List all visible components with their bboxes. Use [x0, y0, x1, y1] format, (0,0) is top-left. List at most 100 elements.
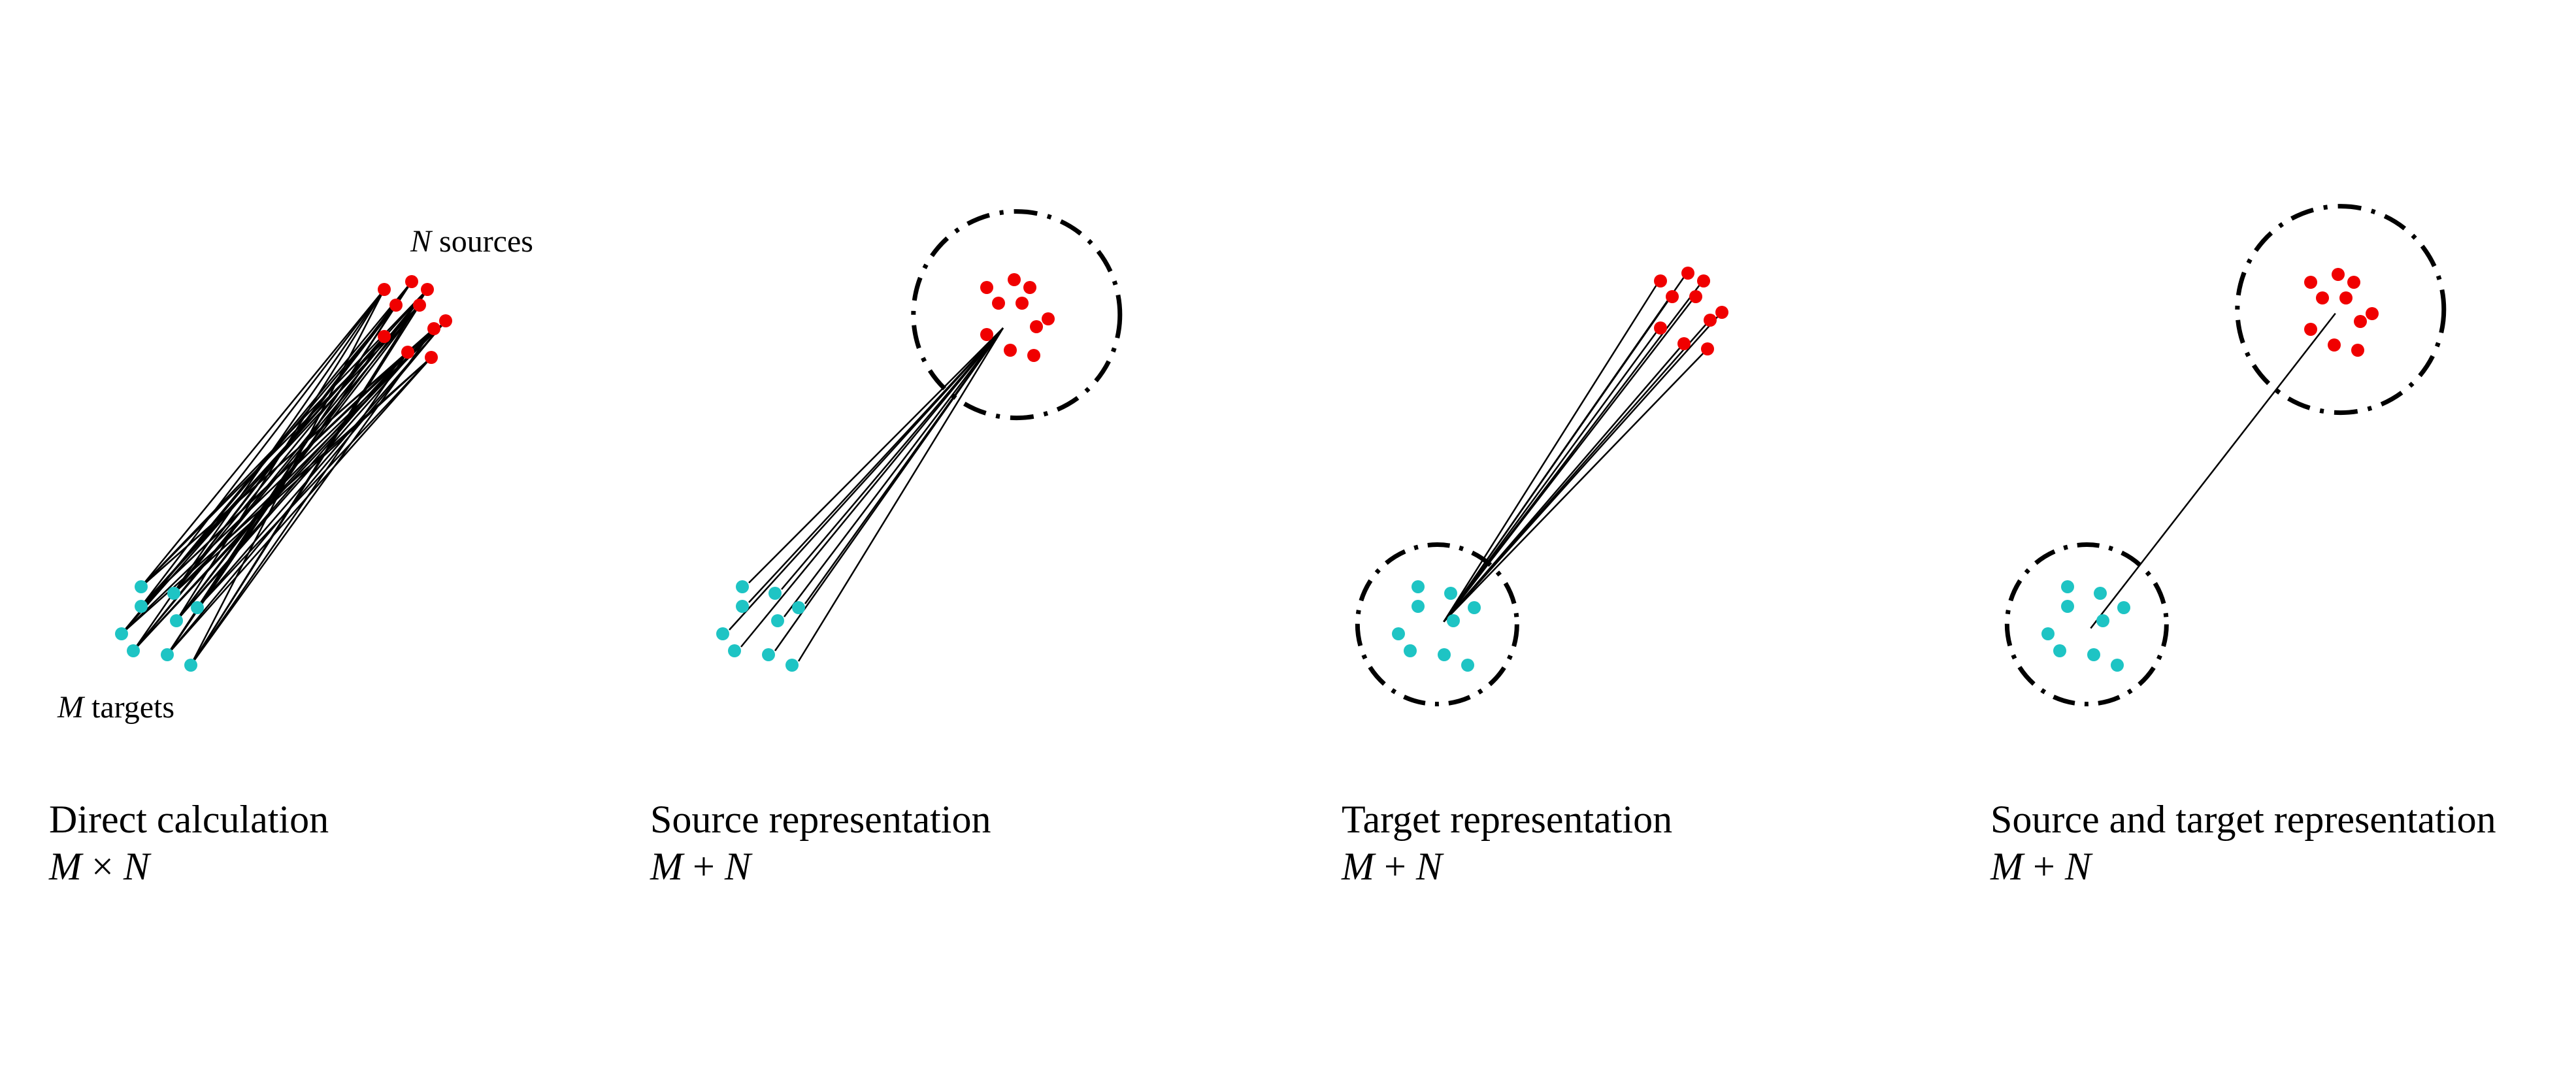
m-targets-label: M targets — [57, 690, 174, 725]
target-particle — [2061, 580, 2074, 593]
source-particle — [401, 346, 414, 359]
panel-source-representation — [716, 209, 1123, 672]
interaction-line — [190, 328, 435, 666]
source-particle — [1008, 273, 1021, 286]
interaction-line — [781, 327, 1004, 590]
target-particle — [135, 600, 148, 613]
target-particle — [2117, 601, 2130, 614]
source-particle — [2304, 276, 2317, 289]
source-particle — [1704, 314, 1717, 327]
source-particle — [980, 328, 993, 341]
source-particle — [980, 281, 993, 294]
caption-direct-calculation: Direct calculation M × N — [49, 796, 329, 890]
source-particle — [992, 297, 1005, 310]
panel-title: Target representation — [1342, 798, 1673, 841]
target-particle — [170, 614, 183, 627]
complexity-formula: M + N — [1342, 845, 1442, 888]
target-particle — [115, 627, 128, 640]
source-particle — [2328, 338, 2341, 352]
source-particle — [378, 330, 391, 343]
source-particle — [1004, 344, 1017, 357]
source-particle — [2339, 291, 2353, 304]
source-particle — [1681, 267, 1694, 280]
source-particle — [2332, 268, 2345, 281]
interaction-lines — [729, 327, 1004, 662]
target-particle — [785, 659, 799, 672]
source-particle — [2347, 276, 2360, 289]
target-particle — [1412, 600, 1425, 613]
interaction-line — [729, 327, 1004, 631]
targets-variable: M — [57, 690, 86, 725]
target-particle — [1447, 614, 1460, 627]
target-particle — [2094, 587, 2107, 600]
target-particle — [191, 601, 204, 614]
interaction-line — [740, 327, 1004, 648]
interaction-line — [1443, 300, 1670, 623]
source-particle — [1654, 321, 1667, 335]
interaction-line — [784, 327, 1004, 617]
interaction-line — [1443, 300, 1693, 623]
particles — [2041, 268, 2379, 672]
target-particle — [2096, 614, 2109, 627]
n-sources-label: N sources — [410, 224, 533, 259]
target-particle — [1444, 587, 1457, 600]
caption-target-representation: Target representation M + N — [1342, 796, 1672, 890]
target-particle — [2061, 600, 2074, 613]
interaction-lines — [1443, 276, 1719, 623]
source-particle — [405, 275, 418, 288]
source-particle — [1666, 290, 1679, 303]
interaction-line — [1443, 284, 1658, 623]
source-particle — [1016, 297, 1029, 310]
target-expansion-circle — [2004, 542, 2169, 707]
source-particle — [1023, 281, 1036, 294]
interaction-line — [173, 336, 385, 594]
target-particle — [2111, 659, 2124, 672]
target-particle — [1468, 601, 1481, 614]
source-particle — [2316, 291, 2329, 304]
target-particle — [1438, 648, 1451, 661]
source-particle — [2354, 315, 2367, 328]
source-particle — [425, 351, 438, 364]
interaction-line — [1443, 331, 1658, 623]
interaction-line — [140, 289, 385, 587]
target-particle — [762, 648, 775, 661]
target-particle — [768, 587, 782, 600]
interaction-line — [1443, 352, 1704, 623]
target-expansion-circle — [1355, 542, 1519, 707]
interaction-line — [140, 289, 385, 607]
interaction-line — [133, 304, 420, 651]
source-particle — [1689, 290, 1702, 303]
source-particle — [378, 283, 391, 296]
interaction-lines — [2090, 312, 2336, 629]
source-particle — [2304, 323, 2317, 336]
target-particle — [1404, 644, 1417, 657]
source-particle — [1677, 337, 1691, 350]
interaction-line — [167, 357, 432, 655]
source-particle — [1030, 320, 1043, 333]
interaction-line — [190, 289, 386, 666]
target-particle — [2053, 644, 2066, 657]
target-particle — [1392, 627, 1405, 640]
caption-source-representation: Source representation M + N — [650, 796, 991, 890]
source-particle — [427, 322, 440, 335]
interaction-line — [166, 304, 397, 655]
source-particle — [1654, 274, 1667, 287]
interaction-line — [133, 352, 408, 651]
target-particle — [728, 644, 741, 657]
target-particle — [1412, 580, 1425, 593]
source-particle — [1701, 342, 1714, 355]
target-particle — [792, 601, 805, 614]
interaction-line — [197, 357, 432, 608]
target-particle — [161, 648, 174, 661]
source-particle — [421, 283, 434, 296]
panel-title: Source and target representation — [1990, 798, 2496, 841]
interaction-line — [797, 327, 1004, 662]
panel-target-representation — [1355, 267, 1728, 707]
targets-text: targets — [84, 690, 174, 725]
source-particle — [413, 299, 426, 312]
panel-source-and-target-representation — [2004, 204, 2447, 707]
interaction-line — [176, 352, 408, 621]
panel-title: Direct calculation — [49, 798, 329, 841]
interaction-line — [1443, 347, 1681, 623]
